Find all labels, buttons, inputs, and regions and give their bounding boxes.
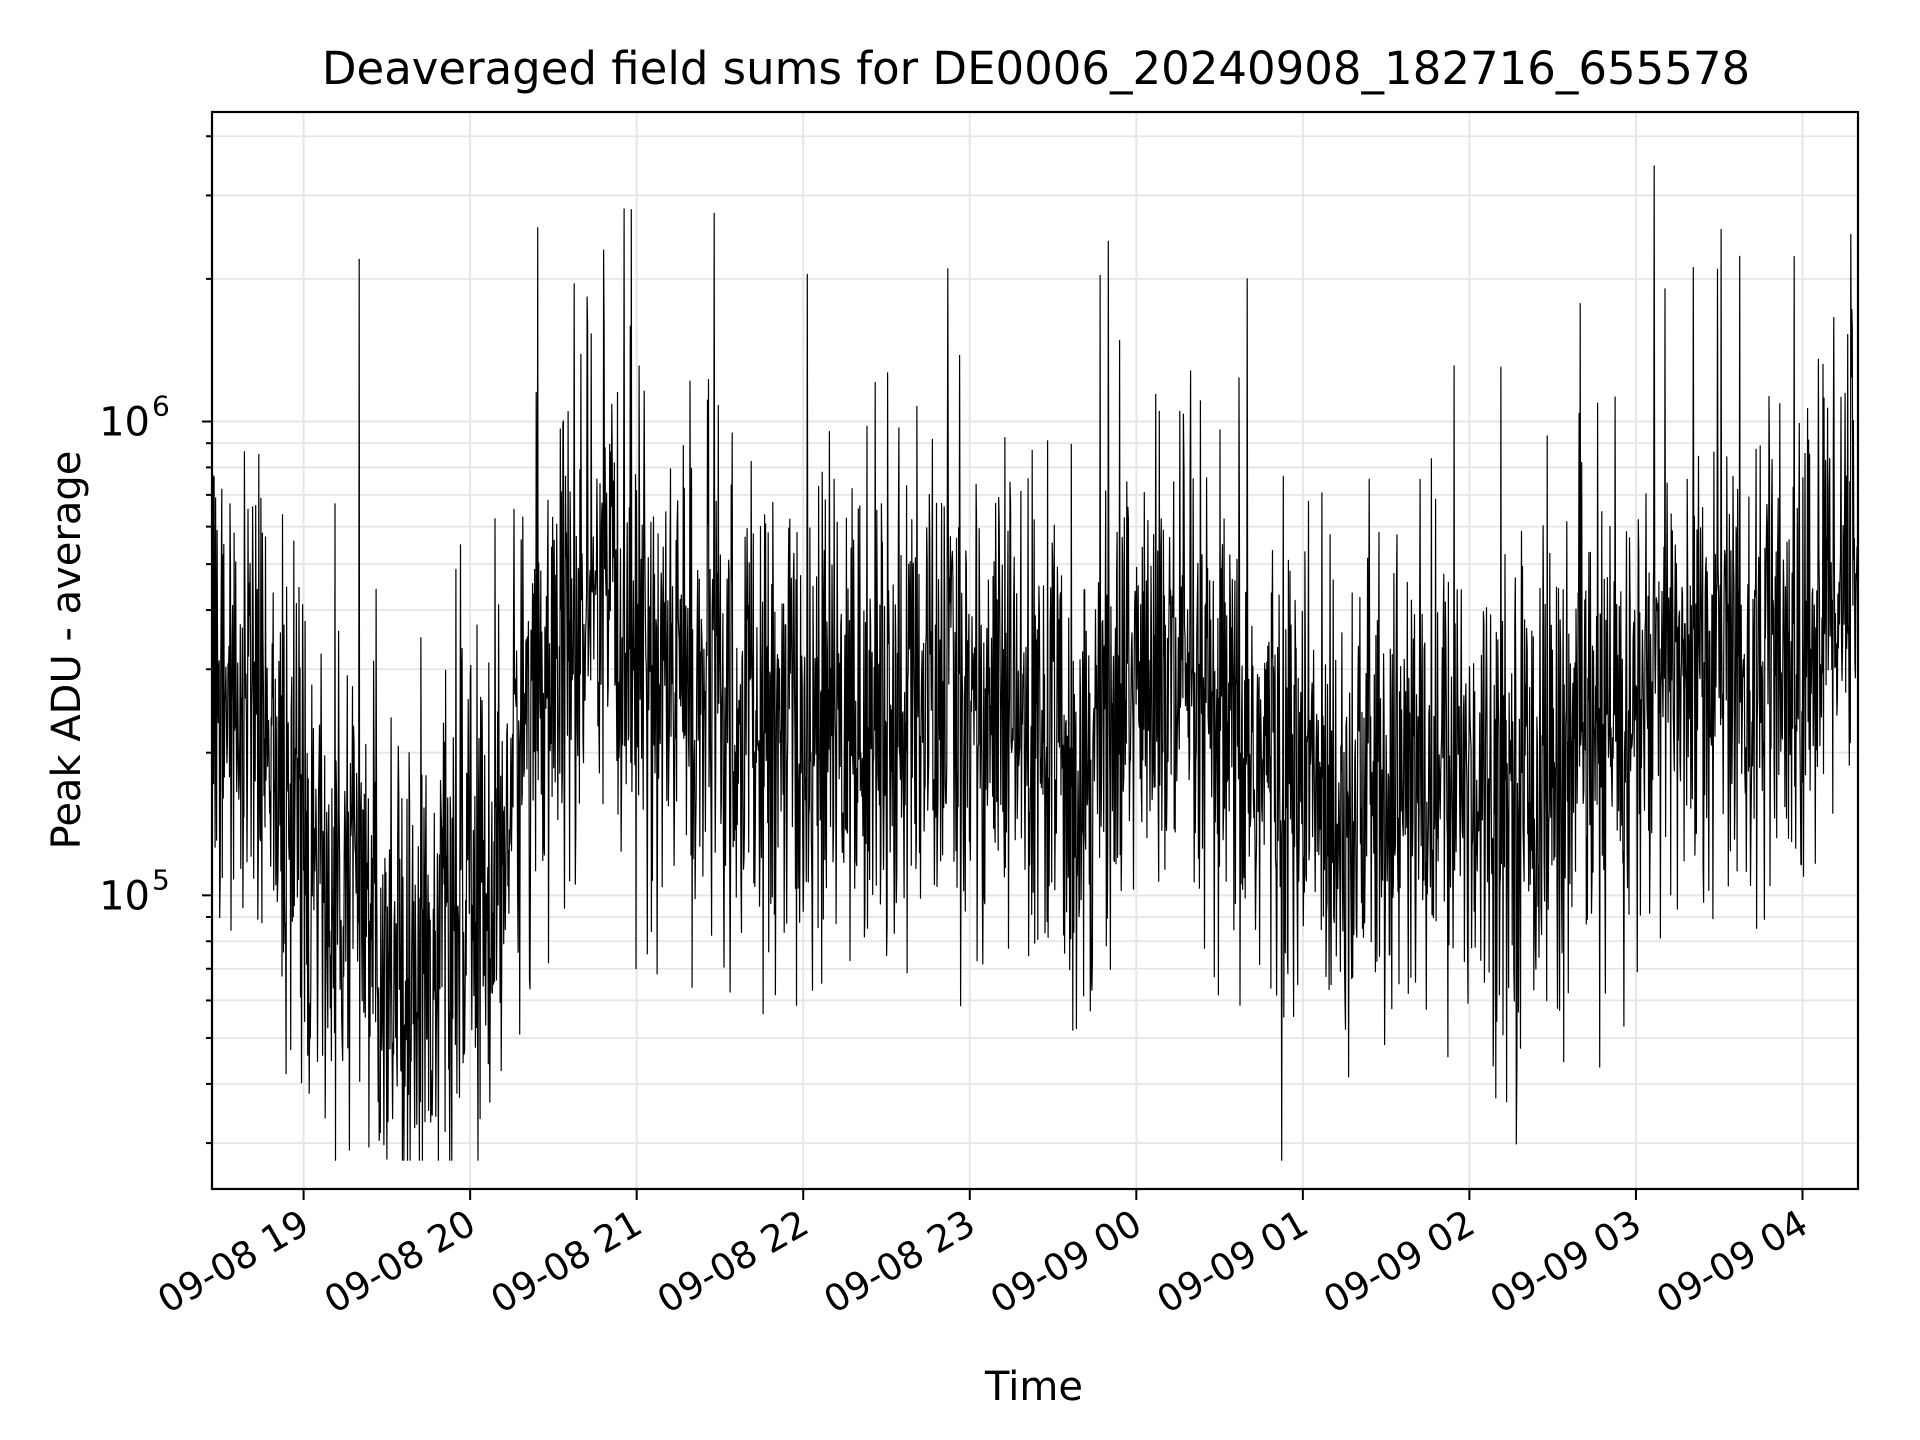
- y-axis-label: Peak ADU - average: [44, 451, 90, 850]
- y-tick-label-exponent: 5: [152, 863, 170, 896]
- plot-frame: [210, 110, 1860, 1191]
- y-tick-label: 10: [99, 873, 150, 919]
- x-axis-label: Time: [984, 1364, 1083, 1410]
- y-tick-label-exponent: 6: [152, 390, 170, 423]
- series-line: [211, 157, 1859, 1161]
- series-group: [211, 157, 1859, 1161]
- y-tick-label: 10: [99, 400, 150, 446]
- chart-title: Deaveraged field sums for DE0006_2024090…: [322, 42, 1750, 95]
